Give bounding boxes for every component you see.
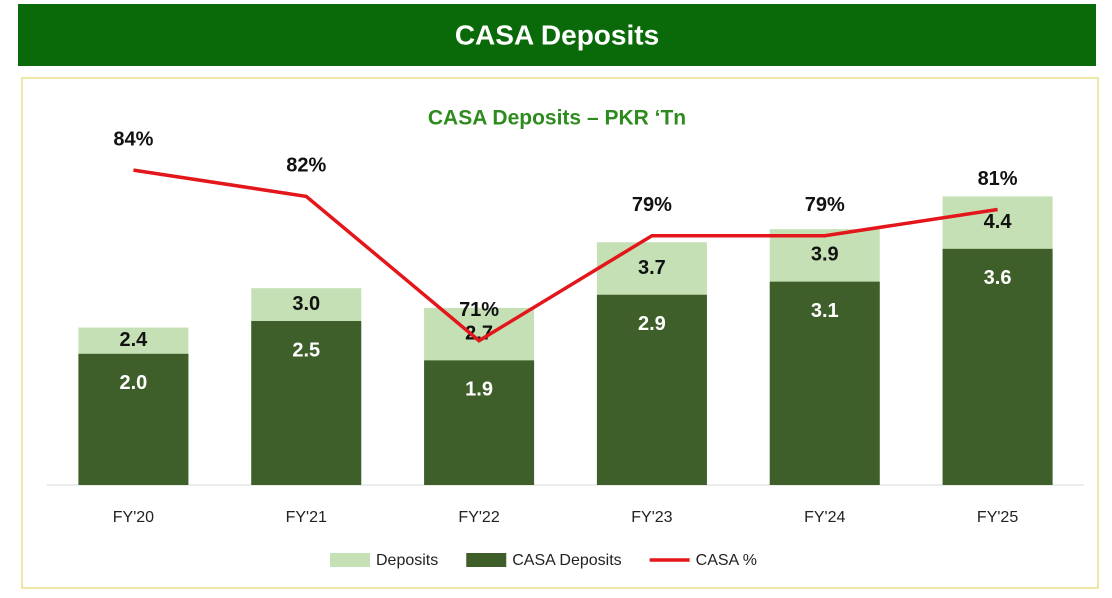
legend-label: CASA % xyxy=(696,552,757,569)
x-tick-label: FY'23 xyxy=(631,509,672,526)
bar-label: 3.7 xyxy=(638,257,666,279)
bar xyxy=(596,294,707,485)
bar-label: 2.0 xyxy=(120,372,148,394)
legend-swatch xyxy=(330,553,370,567)
chart-title: CASA Deposits – PKR ‘Tn xyxy=(428,107,686,130)
x-tick-label: FY'25 xyxy=(977,509,1018,526)
legend-swatch xyxy=(466,553,507,567)
bar-label: 4.4 xyxy=(984,211,1013,233)
x-tick-label: FY'21 xyxy=(286,509,327,526)
bar xyxy=(942,248,1053,485)
legend-label: CASA Deposits xyxy=(512,552,621,569)
line-label: 84% xyxy=(113,128,153,150)
bar-label: 3.6 xyxy=(984,267,1012,289)
bar-label: 3.0 xyxy=(292,293,320,315)
bar-label: 3.1 xyxy=(811,300,839,322)
bar xyxy=(424,360,535,485)
bar xyxy=(251,321,362,485)
bar-label: 2.5 xyxy=(292,339,320,361)
bar-label: 2.7 xyxy=(465,322,493,344)
x-tick-label: FY'24 xyxy=(804,509,845,526)
bar-label: 1.9 xyxy=(465,379,493,401)
chart-frame xyxy=(21,77,1099,589)
line-label: 71% xyxy=(459,299,499,321)
bar-label: 2.9 xyxy=(638,313,666,335)
x-tick-label: FY'22 xyxy=(458,509,499,526)
line-label: 81% xyxy=(978,168,1018,190)
legend-label: Deposits xyxy=(376,552,438,569)
line-label: 79% xyxy=(805,194,845,216)
bar-label: 2.4 xyxy=(120,329,149,351)
header-bar xyxy=(18,4,1096,66)
line xyxy=(133,168,998,343)
bar xyxy=(769,281,880,485)
header-title: CASA Deposits xyxy=(455,19,659,50)
bar xyxy=(78,353,189,485)
line-label: 79% xyxy=(632,194,672,216)
x-tick-label: FY'20 xyxy=(113,509,154,526)
line-label: 82% xyxy=(286,155,326,177)
bar-label: 3.9 xyxy=(811,244,839,266)
